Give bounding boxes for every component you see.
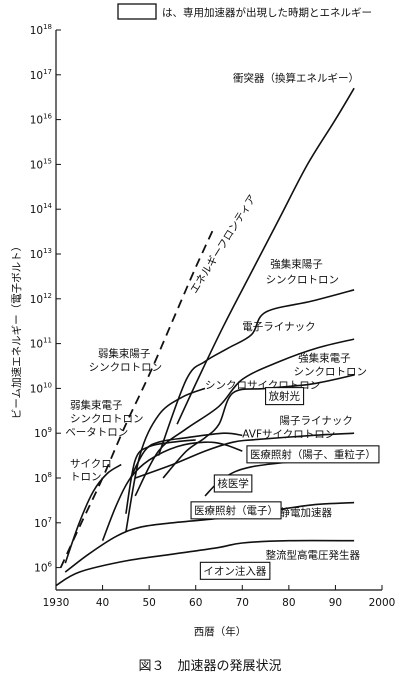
application-box-2 — [213, 474, 253, 493]
series-line-11 — [64, 463, 122, 564]
y-tick-label: 1017 — [30, 68, 52, 82]
application-box-1 — [246, 445, 380, 464]
x-tick-label: 40 — [96, 597, 109, 609]
y-axis-label: ビーム加速エネルギー（電子ボルト） — [11, 241, 23, 419]
series-label-10: 陽子ライナック — [280, 415, 353, 427]
x-axis-label: 西暦（年） — [194, 625, 247, 638]
y-tick-label: 107 — [34, 516, 52, 530]
series-line-3 — [125, 387, 206, 532]
series-label-15: サイクロ — [70, 458, 112, 470]
series-label-17: 静電加速器 — [280, 506, 333, 519]
x-tick-label: 90 — [329, 597, 342, 609]
y-ticks: 106 107 108 109 1010 1011 1012 1013 1014 1015 1016… — [30, 23, 61, 575]
series-label-1: エネルギーフロンティア — [188, 193, 259, 296]
series-label-18: 整流型高電圧発生器 — [266, 549, 361, 562]
y-tick-label: 106 — [34, 561, 52, 575]
series-label-3: シンクロトロン — [266, 274, 340, 286]
series-line-9 — [101, 441, 243, 541]
series-line-13 — [55, 539, 355, 587]
series-label-4: 電子ライナック — [242, 321, 315, 333]
legend-box-swatch — [117, 3, 157, 20]
series-label-11: 弱集束電子 — [70, 399, 123, 412]
x-tick-label: 2000 — [369, 597, 396, 609]
y-tick-label: 1014 — [30, 202, 53, 216]
series-line-12 — [64, 501, 355, 573]
series-label-7: 強集束電子 — [298, 352, 351, 365]
application-label-0: 放射光 — [269, 390, 301, 403]
y-tick-label: 1016 — [30, 113, 53, 127]
x-tick-label: 70 — [236, 597, 249, 609]
figure-caption: 図３ 加速器の発展状況 — [138, 659, 281, 674]
y-tick-label: 109 — [34, 426, 52, 440]
series-line-2 — [157, 289, 355, 456]
y-tick-label: 1013 — [30, 247, 52, 261]
y-tick-label: 1015 — [30, 157, 52, 171]
application-box-3 — [190, 501, 282, 520]
series-label-0: 衝突器（換算エネルギー） — [233, 72, 359, 85]
x-tick-label: 80 — [282, 597, 295, 609]
application-box-4 — [199, 561, 271, 580]
series-line-8 — [134, 432, 355, 479]
series-line-7 — [125, 439, 196, 514]
series-label-6: シンクロトロン — [89, 361, 163, 373]
application-box-0 — [265, 387, 305, 406]
series-line-6 — [129, 432, 243, 479]
x-tick-label: 60 — [189, 597, 202, 609]
y-tick-label: 1010 — [30, 381, 52, 395]
x-ticks: 1930 40 50 60 70 80 90 2000 — [43, 585, 396, 609]
series-line-0 — [176, 87, 355, 425]
series-label-14: AVFサイクロトロン — [242, 429, 335, 441]
application-label-2: 核医学 — [217, 477, 249, 490]
series-layer — [55, 87, 355, 587]
series-label-12: シンクロトロン — [70, 413, 144, 425]
series-label-13: ベータトロン — [65, 426, 128, 438]
x-tick-label: 50 — [142, 597, 155, 609]
series-line-4 — [134, 338, 355, 497]
y-tick-label: 108 — [34, 471, 52, 485]
series-line-1 — [59, 226, 216, 568]
y-tick-label: 1011 — [30, 337, 52, 351]
series-line-5 — [162, 374, 355, 479]
x-tick-label: 1930 — [43, 597, 70, 609]
series-label-5: 弱集束陽子 — [98, 347, 150, 360]
application-label-1: 医療照射（陽子、重粒子） — [250, 448, 376, 461]
application-label-4: イオン注入器 — [203, 564, 266, 577]
header-legend-text: は、専用加速器が出現した時期とエネルギー — [162, 6, 372, 19]
y-tick-label: 1018 — [30, 23, 52, 37]
series-label-8: シンクロトロン — [294, 366, 368, 378]
series-label-2: 強集束陽子 — [270, 257, 323, 270]
application-label-3: 医療照射（電子） — [194, 504, 278, 517]
series-label-16: トロン — [70, 471, 102, 483]
y-tick-label: 1012 — [30, 292, 52, 306]
